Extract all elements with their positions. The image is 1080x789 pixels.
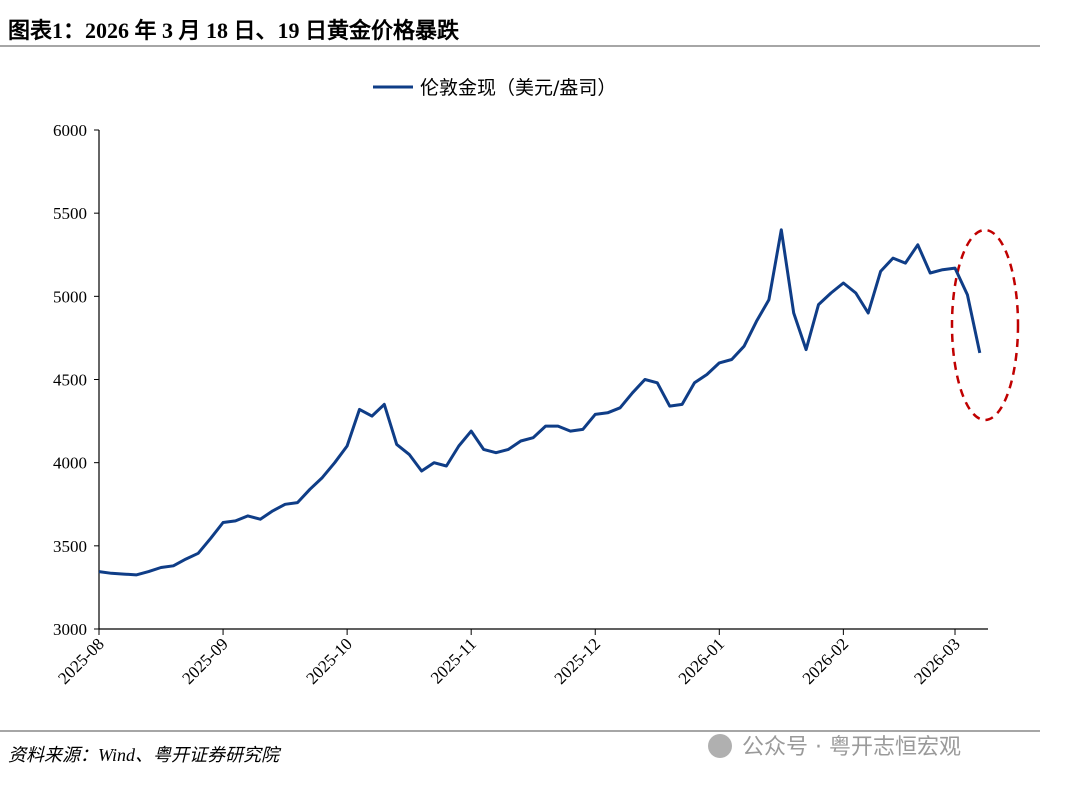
x-tick-label: 2025-08 xyxy=(54,634,108,688)
x-tick-label: 2025-12 xyxy=(551,634,605,688)
legend-label: 伦敦金现（美元/盎司） xyxy=(420,77,616,99)
series-line xyxy=(98,228,982,577)
highlight-ellipse xyxy=(950,228,1020,422)
y-tick-label: 4500 xyxy=(53,371,87,390)
y-tick-label: 4000 xyxy=(53,454,87,473)
watermark-icon xyxy=(708,734,732,758)
x-tick-label: 2025-09 xyxy=(178,634,232,688)
y-tick-label: 3500 xyxy=(53,537,87,556)
x-tick-label: 2026-01 xyxy=(675,634,729,688)
x-tick-label: 2025-10 xyxy=(302,634,356,688)
y-tick-label: 6000 xyxy=(53,121,87,140)
x-tick-label: 2025-11 xyxy=(427,634,480,687)
y-tick-label: 5000 xyxy=(53,287,87,306)
chart-title: 图表1：2026 年 3 月 18 日、19 日黄金价格暴跌 xyxy=(8,18,460,43)
x-tick-label: 2026-03 xyxy=(910,634,964,688)
x-tick-label: 2026-02 xyxy=(799,634,853,688)
y-tick-label: 3000 xyxy=(53,620,87,639)
watermark: 公众号 · 粤开志恒宏观 xyxy=(742,735,961,760)
y-tick-label: 5500 xyxy=(53,204,87,223)
source-note: 资料来源：Wind、粤开证券研究院 xyxy=(8,745,282,765)
